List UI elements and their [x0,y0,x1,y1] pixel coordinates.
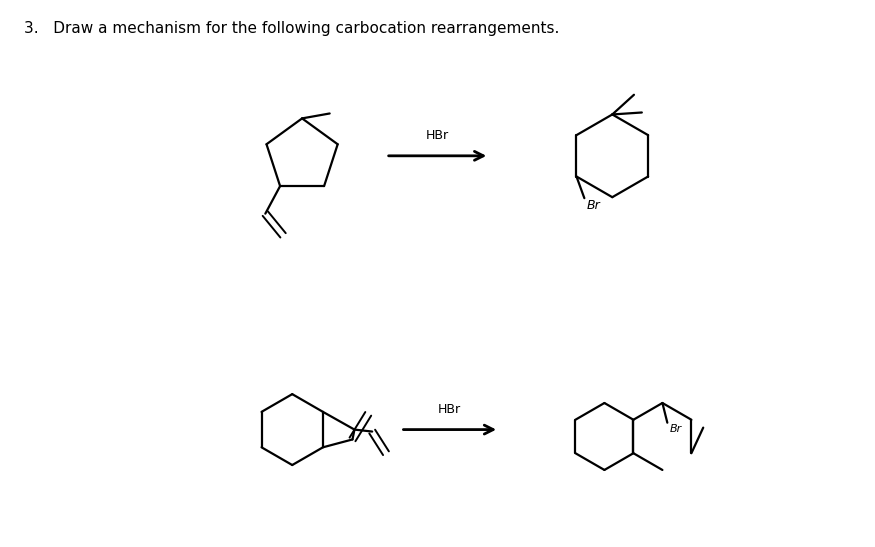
Text: HBr: HBr [426,129,449,142]
Text: HBr: HBr [438,403,461,416]
Text: Br: Br [669,424,682,434]
Text: 3.   Draw a mechanism for the following carbocation rearrangements.: 3. Draw a mechanism for the following ca… [24,21,560,36]
Text: Br: Br [586,199,600,212]
